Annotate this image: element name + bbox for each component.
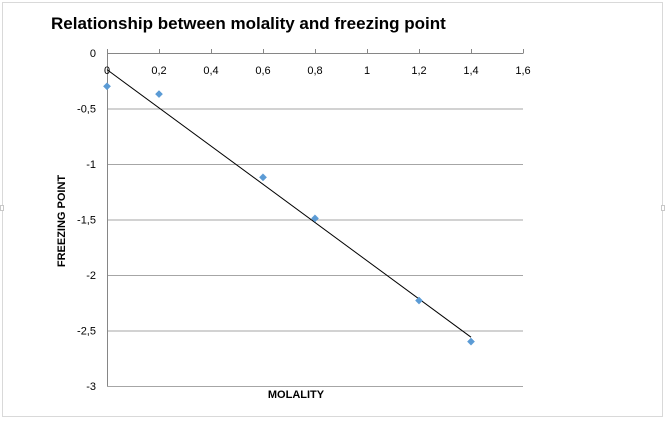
x-tick-label: 0,6 xyxy=(255,65,270,77)
x-tick-label: 1,6 xyxy=(515,65,530,77)
resize-handle-left[interactable] xyxy=(0,205,4,211)
data-point[interactable] xyxy=(311,214,319,223)
y-tick-label: -2,5 xyxy=(77,326,96,338)
resize-handle-right[interactable] xyxy=(661,205,665,211)
x-tick-label: 1 xyxy=(364,65,370,77)
data-points xyxy=(103,82,475,346)
y-tick-label: -0,5 xyxy=(77,104,96,116)
data-point[interactable] xyxy=(467,337,475,346)
data-point[interactable] xyxy=(155,90,163,99)
y-tick-label: -1,5 xyxy=(77,215,96,227)
chart-area[interactable]: Relationship between molality and freezi… xyxy=(2,2,663,417)
axes xyxy=(107,49,524,386)
data-point[interactable] xyxy=(259,173,267,182)
x-axis-title: MOLALITY xyxy=(268,389,325,401)
x-tick-labels: 0 0,2 0,4 0,6 0,8 1 1,2 1,4 1,6 xyxy=(104,65,531,77)
trendline xyxy=(106,69,472,338)
y-axis-title: FREEZING POINT xyxy=(56,175,68,268)
x-tick-label: 0,4 xyxy=(203,65,218,77)
gridlines xyxy=(107,108,523,387)
chart-title: Relationship between molality and freezi… xyxy=(51,14,446,33)
scatter-chart: Relationship between molality and freezi… xyxy=(51,14,531,401)
y-tick-label: -1 xyxy=(86,159,96,171)
y-tick-label: 0 xyxy=(90,48,96,60)
x-tick-label: 1,4 xyxy=(463,65,478,77)
x-tick-label: 0 xyxy=(104,65,110,77)
x-tick-label: 0,8 xyxy=(307,65,322,77)
y-tick-label: -3 xyxy=(86,381,96,393)
data-point[interactable] xyxy=(103,82,111,91)
y-tick-labels: 0 -0,5 -1 -1,5 -2 -2,5 -3 xyxy=(77,48,96,393)
trendline-group xyxy=(106,69,472,338)
x-tick-label: 0,2 xyxy=(151,65,166,77)
x-tick-label: 1,2 xyxy=(411,65,426,77)
data-point[interactable] xyxy=(415,296,423,305)
y-tick-label: -2 xyxy=(86,270,96,282)
